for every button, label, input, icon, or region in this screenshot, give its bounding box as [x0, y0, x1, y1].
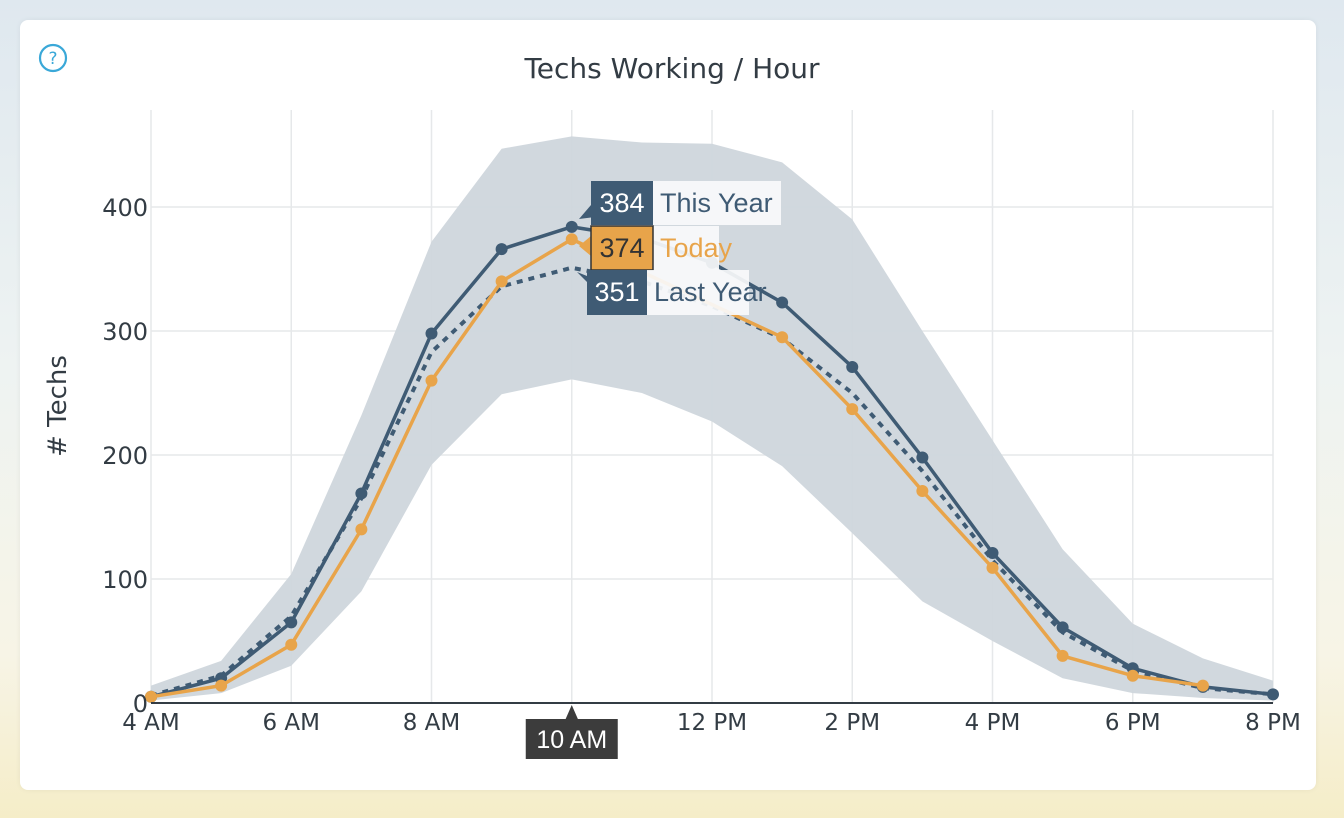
point-this-year	[565, 220, 578, 233]
point-this-year	[776, 296, 789, 309]
tooltip-bg	[653, 226, 719, 270]
x-tick-label: 2 PM	[824, 710, 880, 736]
question-mark-icon: ?	[48, 49, 57, 69]
tooltip-series-name: This Year	[660, 188, 773, 218]
point-this-year	[425, 327, 438, 340]
point-today	[1126, 669, 1139, 682]
y-tick-label: 300	[102, 318, 148, 346]
tooltip-value: 374	[599, 233, 644, 263]
point-today	[916, 484, 929, 497]
x-tick-label: 4 PM	[965, 710, 1021, 736]
y-tick-label: 0	[133, 690, 148, 718]
y-tick-label: 200	[102, 442, 148, 470]
range-band	[151, 136, 1273, 701]
point-this-year	[1056, 621, 1069, 634]
x-tick-label: 8 PM	[1245, 710, 1301, 736]
point-today	[145, 690, 157, 703]
tooltip-value-box	[587, 270, 647, 315]
point-this-year	[285, 616, 298, 629]
point-this-year	[1267, 688, 1279, 701]
y-tick-label: 100	[102, 566, 148, 594]
point-today	[285, 638, 298, 651]
point-today	[565, 233, 578, 246]
y-tick-label: 400	[102, 194, 148, 222]
hover-tooltip: 10 AM 384 This Year 374 Today 351 Last Year	[525, 181, 781, 759]
point-today	[1056, 649, 1069, 662]
point-this-year	[986, 546, 999, 559]
x-tick-label: 12 PM	[677, 710, 747, 736]
hover-x-box	[525, 719, 618, 759]
tooltip-series-name: Last Year	[654, 277, 767, 307]
hover-x-pointer	[564, 705, 579, 721]
help-icon[interactable]: ?	[38, 43, 68, 73]
chart-title: Techs Working / Hour	[524, 52, 820, 85]
tooltip-value-box	[591, 181, 653, 225]
y-axis-label: # Techs	[43, 355, 73, 457]
tooltip-bg	[653, 181, 781, 225]
point-today	[215, 679, 228, 692]
point-today	[355, 523, 368, 536]
tooltip-value: 384	[599, 188, 644, 218]
hover-x-label: 10 AM	[536, 726, 607, 754]
point-today	[495, 275, 508, 288]
x-tick-label: 4 AM	[122, 710, 180, 736]
tooltip-pointer	[579, 236, 591, 256]
point-this-year	[355, 487, 368, 500]
x-tick-label: 6 PM	[1105, 710, 1161, 736]
point-today	[1196, 679, 1209, 692]
x-tick-label: 6 AM	[262, 710, 320, 736]
point-this-year	[916, 451, 929, 464]
tooltip-value: 351	[594, 277, 639, 307]
tooltip-value-box	[590, 225, 654, 271]
confidence-band	[151, 136, 1273, 701]
x-tick-label: 8 AM	[403, 710, 461, 736]
point-today	[425, 374, 438, 387]
point-this-year	[495, 243, 508, 256]
point-today	[776, 331, 789, 344]
point-this-year	[846, 360, 859, 373]
axes: 0 100 200 300 400 4 AM 6 AM 8 AM 12 PM 2 PM 4 PM 6 …	[102, 194, 1301, 736]
point-today	[846, 403, 859, 416]
tooltip-series-name: Today	[660, 233, 733, 263]
point-today	[986, 561, 999, 574]
tooltip-bg	[647, 270, 749, 315]
